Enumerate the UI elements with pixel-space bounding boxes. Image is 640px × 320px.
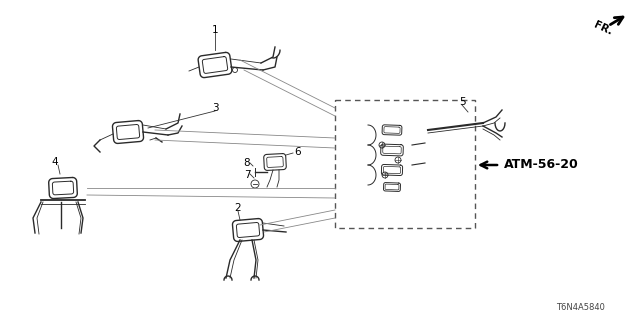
Text: 2: 2	[235, 203, 241, 213]
Text: T6N4A5840: T6N4A5840	[556, 303, 605, 313]
Text: 8: 8	[244, 158, 250, 168]
Text: 6: 6	[294, 147, 301, 157]
Text: 5: 5	[459, 97, 465, 107]
Text: 3: 3	[212, 103, 218, 113]
Text: 7: 7	[244, 170, 250, 180]
Bar	[335, 100, 475, 228]
Text: 1: 1	[212, 25, 218, 35]
Text: ATM-56-20: ATM-56-20	[504, 158, 579, 172]
Text: 4: 4	[52, 157, 58, 167]
Text: FR.: FR.	[592, 20, 614, 36]
